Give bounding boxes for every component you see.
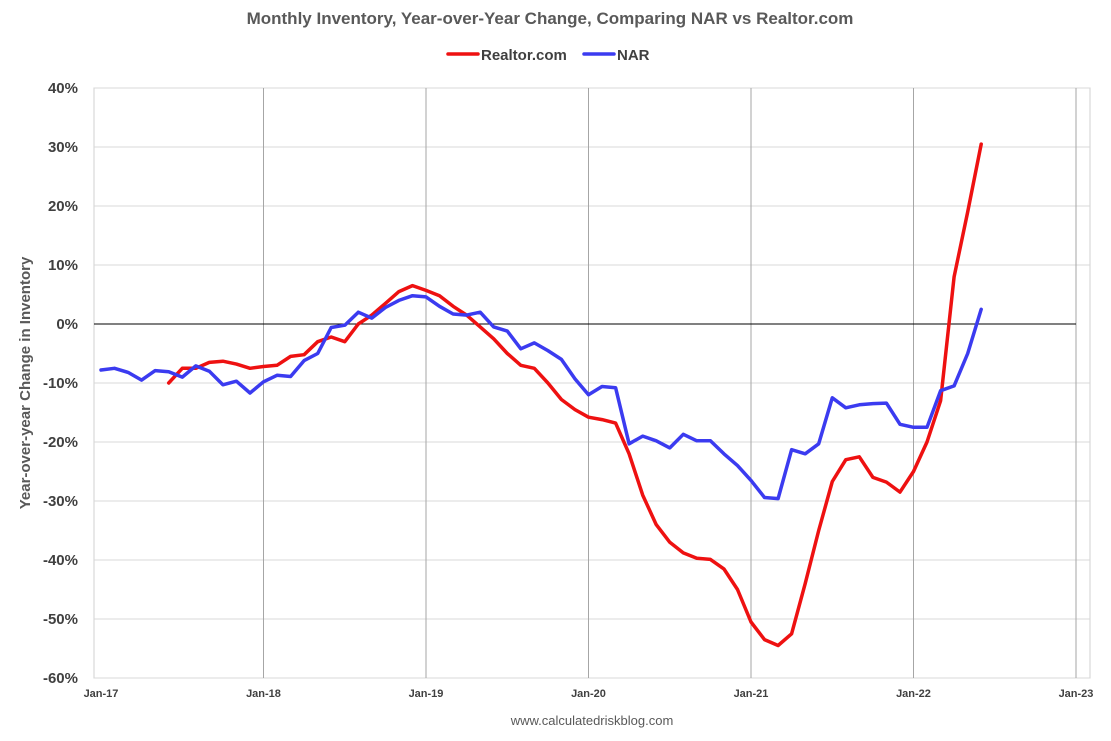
source-credit: www.calculatedriskblog.com: [510, 713, 674, 728]
plot-area: [93, 87, 1091, 679]
y-tick-label: 0%: [56, 316, 78, 333]
x-tick-label: Jan-17: [84, 688, 119, 700]
x-axis-ticks: Jan-17 Jan-18 Jan-19 Jan-20 Jan-21 Jan-22 Jan-…: [84, 688, 1094, 700]
x-tick-label: Jan-18: [246, 688, 281, 700]
series-layer: [99, 142, 983, 648]
y-tick-label: -30%: [43, 493, 78, 510]
x-tick-label: Jan-23: [1059, 688, 1094, 700]
x-tick-label: Jan-22: [896, 688, 931, 700]
legend-label-realtor: Realtor.com: [481, 47, 567, 64]
x-tick-label: Jan-21: [734, 688, 769, 700]
x-tick-label: Jan-19: [409, 688, 444, 700]
y-tick-label: 40%: [48, 80, 78, 97]
y-tick-label: 10%: [48, 257, 78, 274]
y-axis-label: Year-over-year Change in Inventory: [17, 256, 34, 509]
series-line-nar: [99, 293, 983, 501]
y-tick-label: -10%: [43, 375, 78, 392]
x-tick-label: Jan-20: [571, 688, 606, 700]
legend: Realtor.com NAR: [446, 47, 650, 64]
y-axis-ticks: 40% 30% 20% 10% 0% -10% -20% -30% -40% -50% -60%: [43, 80, 78, 687]
y-tick-label: -50%: [43, 611, 78, 628]
legend-label-nar: NAR: [617, 47, 650, 64]
y-tick-label: 30%: [48, 139, 78, 156]
y-tick-label: 20%: [48, 198, 78, 215]
y-tick-label: -20%: [43, 434, 78, 451]
y-tick-label: -40%: [43, 552, 78, 569]
chart-title: Monthly Inventory, Year-over-Year Change…: [247, 9, 854, 28]
y-tick-label: -60%: [43, 670, 78, 687]
series-line-realtor-com: [166, 142, 983, 648]
